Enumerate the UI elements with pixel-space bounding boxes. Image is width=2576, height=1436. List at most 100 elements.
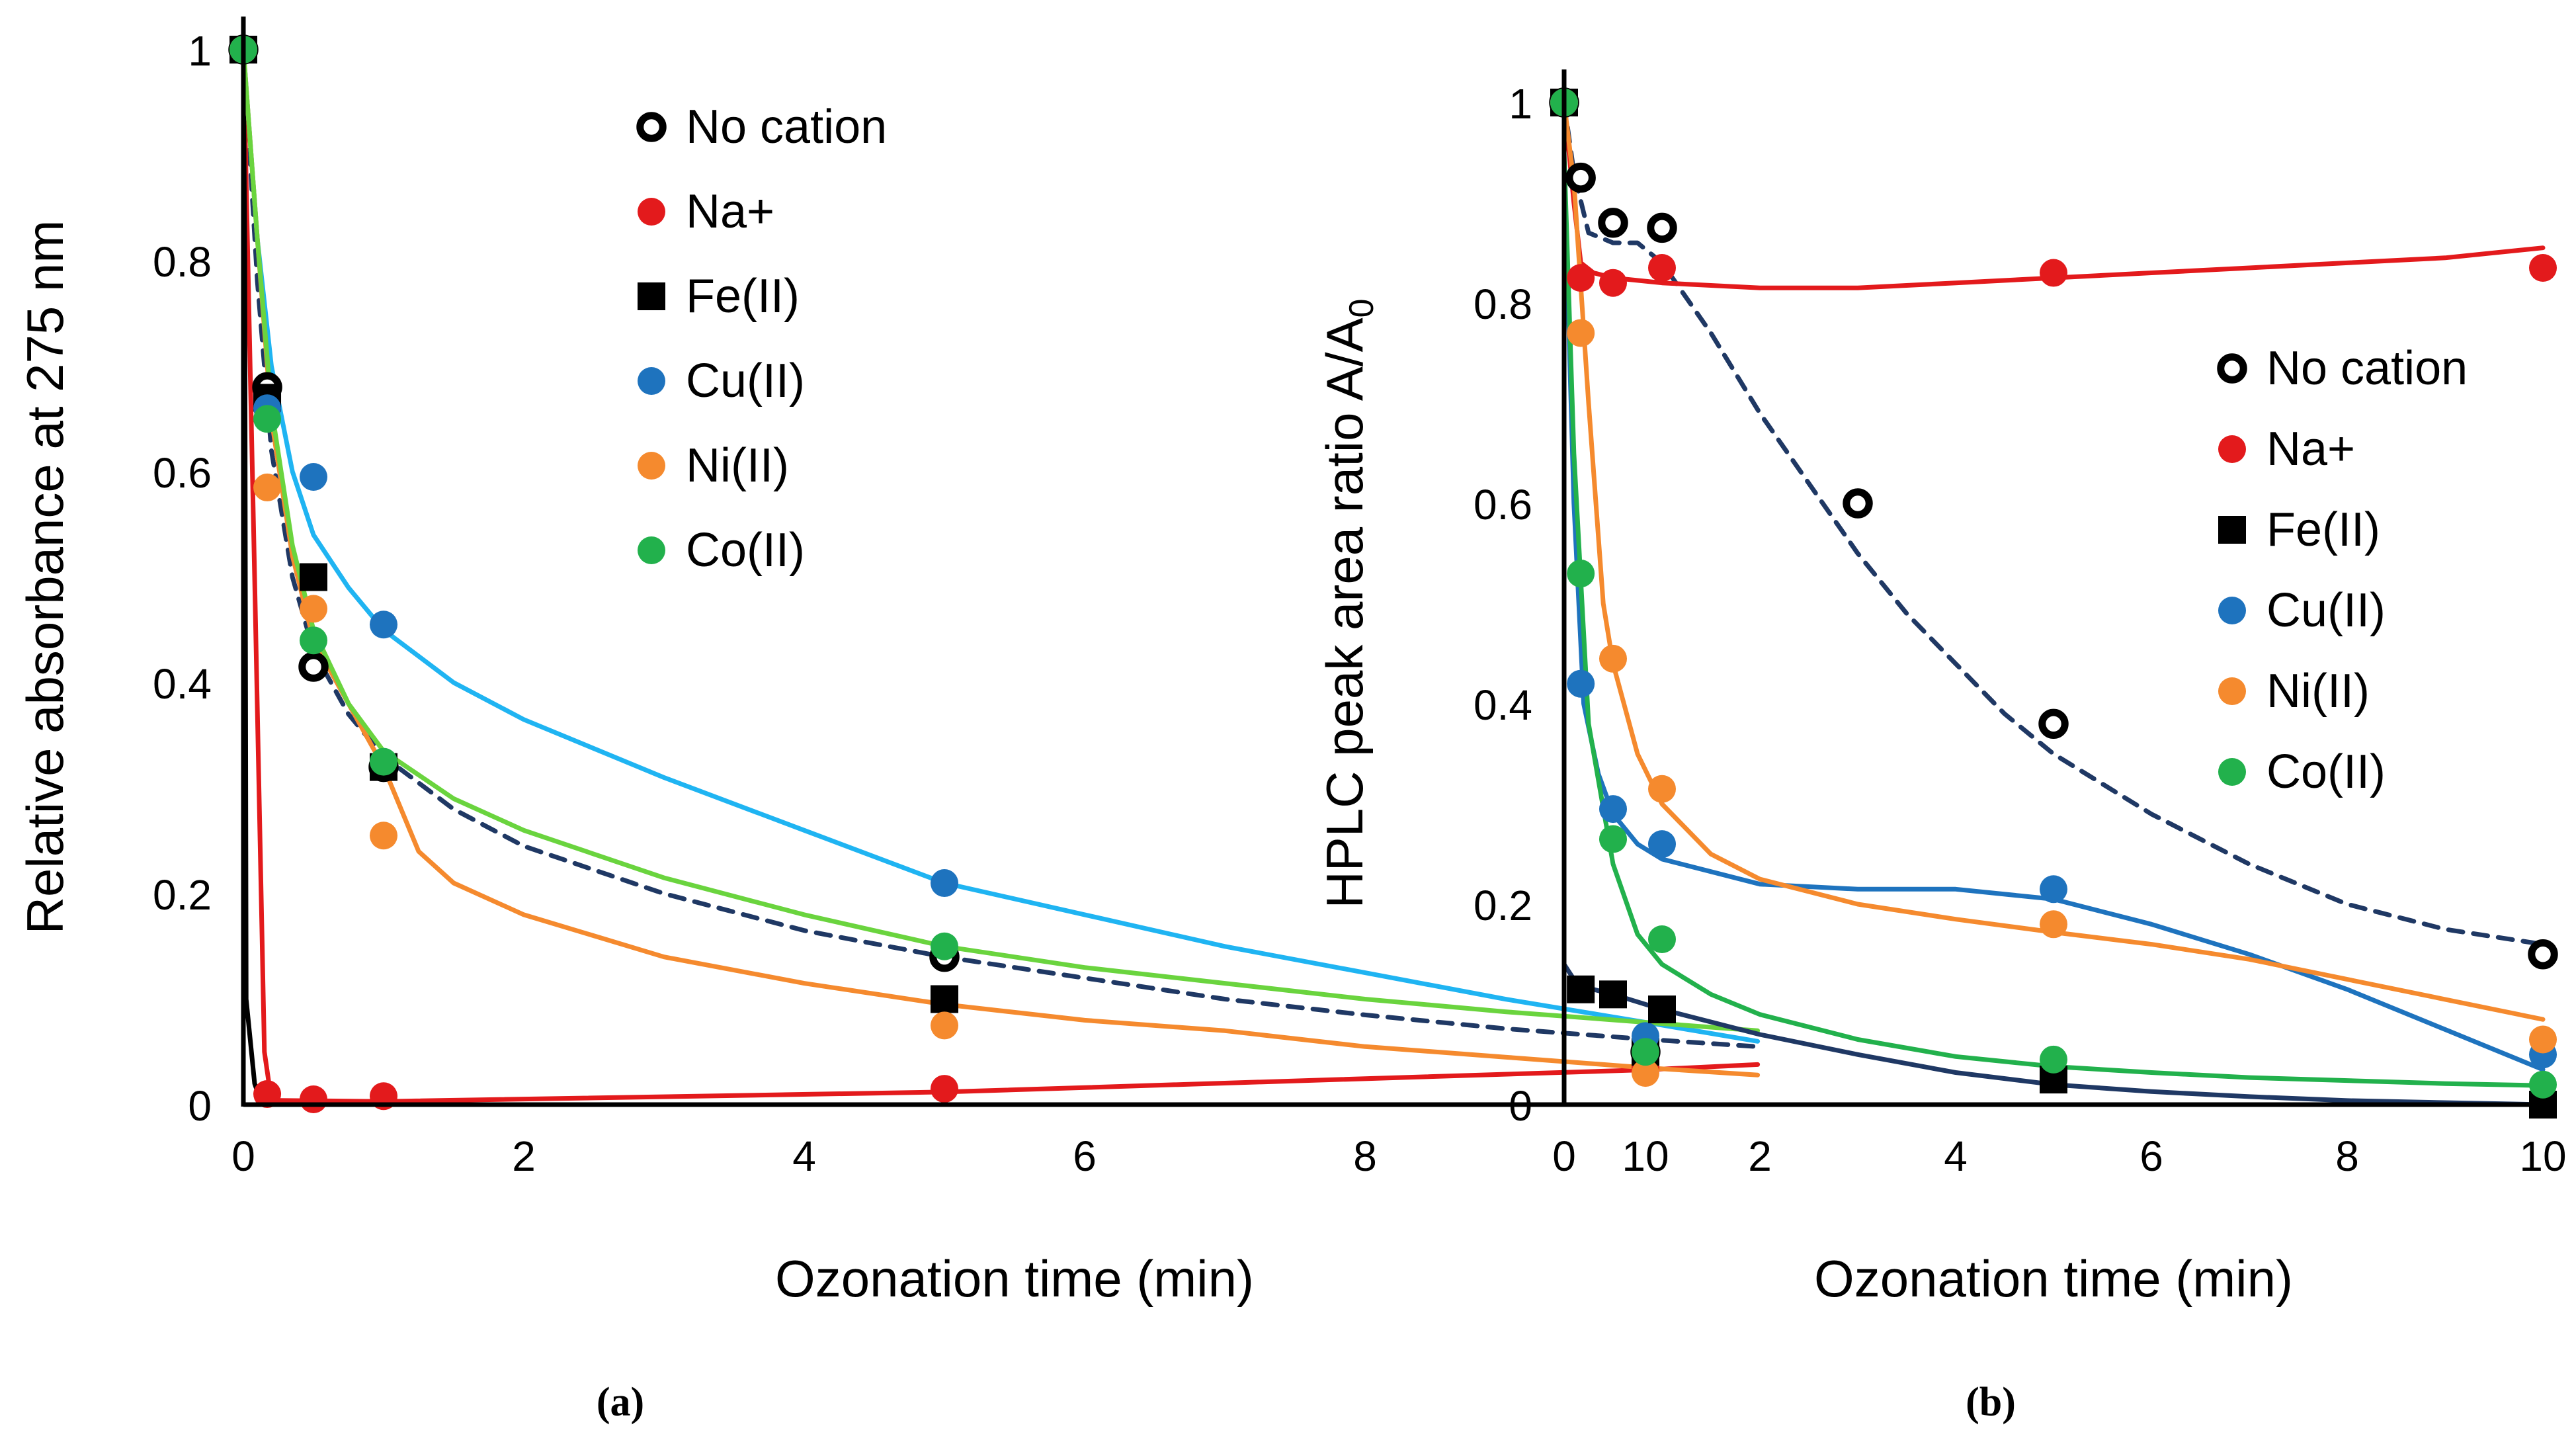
panel-a-legend-item-fe-ii: Fe(II) <box>638 270 800 323</box>
panel-a-legend-item-cu-ii: Cu(II) <box>638 355 805 407</box>
panel-b-legend-item-no-cation: No cation <box>2217 342 2468 395</box>
panel-b-legend-marker-cu-ii <box>2218 597 2246 624</box>
panel-b-point-cu-ii <box>1648 830 1676 859</box>
panel-a-point-fe-ii <box>300 563 327 591</box>
panel-b-axes <box>1561 69 2543 1107</box>
panel-a-legend-label-na: Na+ <box>686 185 774 238</box>
panel-b-point-co-ii <box>1567 560 1595 588</box>
panel-b-legend-item-na: Na+ <box>2218 423 2355 476</box>
panel-b-x-tick-label: 4 <box>1944 1132 1968 1180</box>
panel-b-x-tick-label: 6 <box>2140 1132 2163 1180</box>
panel-b-point-cu-ii <box>2040 875 2067 904</box>
panel-a-legend-marker-ni-ii <box>638 452 665 480</box>
panel-a-x-tick-label: 10 <box>1622 1132 1669 1180</box>
panel-a-point-na <box>253 1080 282 1109</box>
panel-b-point-fe-ii <box>1599 980 1627 1009</box>
panel-b-y-tick-label: 1 <box>1509 80 1532 128</box>
panel-b-point-ni-ii <box>1599 644 1627 673</box>
panel-a-x-axis-label: Ozonation time (min) <box>775 1249 1254 1308</box>
panel-a-point-na <box>931 1075 958 1103</box>
panel-b-y-axis-label-main: HPLC peak area ratio A/A <box>1315 317 1374 908</box>
panel-b-y-axis-label-subscript: 0 <box>1343 298 1381 317</box>
panel-b-point-no-cation <box>1647 212 1677 243</box>
panel-a-point-co-ii <box>253 405 282 433</box>
panel-a-legend-item-ni-ii: Ni(II) <box>638 439 789 492</box>
panel-b-legend-label-na: Na+ <box>2266 423 2355 476</box>
panel-b-point-fe-ii <box>1567 975 1595 1003</box>
panel-a-point-no-cation <box>298 652 329 682</box>
panel-b-point-ni-ii <box>1648 775 1676 803</box>
panel-b-point-fe-ii <box>1648 995 1676 1024</box>
panel-b-x-tick-label: 10 <box>2519 1132 2566 1180</box>
panel-b-x-axis-label: Ozonation time (min) <box>1814 1249 2293 1308</box>
panel-b-legend-item-ni-ii: Ni(II) <box>2218 665 2370 718</box>
panel-b-point-ni-ii <box>2529 1025 2557 1054</box>
panel-a-x-tick-label: 6 <box>1073 1132 1097 1180</box>
panel-a-fit-co-ii <box>241 47 1761 1033</box>
panel-a-legend-marker-co-ii <box>638 536 665 564</box>
panel-a-point-cu-ii <box>931 869 958 898</box>
panel-a-y-tick-label: 0.6 <box>153 449 212 497</box>
panel-b-fit-co-ii <box>1561 150 2546 1088</box>
panel-a-y-axis-label: Relative absorbance at 275 nm <box>16 220 74 935</box>
panel-a-x-tick-label: 0 <box>231 1132 255 1180</box>
panel-a-point-ni-ii <box>1632 1059 1659 1087</box>
panel-a-data-points <box>228 34 1661 1114</box>
panel-a-legend-label-cu-ii: Cu(II) <box>686 355 805 407</box>
panel-a-point-ni-ii <box>253 473 282 501</box>
panel-a-x-tick-label: 8 <box>1353 1132 1377 1180</box>
panel-a-point-na <box>300 1085 327 1114</box>
panel-a-legend-item-na: Na+ <box>638 185 774 238</box>
panel-b-legend-label-ni-ii: Ni(II) <box>2266 665 2370 718</box>
panel-b-y-tick-label: 0.6 <box>1474 481 1532 528</box>
panel-b-point-no-cation <box>1843 488 1873 519</box>
panel-b-legend: No cation Na+ Fe(II) Cu(II) Ni(II) Co(II) <box>2217 342 2468 798</box>
panel-b-fit-no-cation <box>1561 100 2546 947</box>
panel-b-legend-label-fe-ii: Fe(II) <box>2266 503 2380 556</box>
panel-a-fit-cu-ii <box>241 47 1761 1044</box>
panel-b-legend-item-co-ii: Co(II) <box>2218 745 2386 798</box>
panel-a-fit-no-cation <box>241 47 1761 1049</box>
panel-b-point-co-ii <box>2529 1070 2557 1099</box>
panel-b-point-na <box>1567 264 1595 292</box>
panel-a-legend-item-no-cation: No cation <box>636 101 887 153</box>
panel-b-y-tick-label: 0 <box>1509 1082 1532 1130</box>
panel-a-legend-marker-na <box>638 198 665 226</box>
panel-b-y-tick-label: 0.8 <box>1474 280 1532 328</box>
panel-a-point-co-ii <box>931 932 958 960</box>
panel-a-point-cu-ii <box>300 462 327 491</box>
panel-b-x-tick-label: 2 <box>1748 1132 1772 1180</box>
panel-b-x-tick-label: 8 <box>2335 1132 2359 1180</box>
panel-b-point-na <box>1648 253 1676 282</box>
panel-b-point-cu-ii <box>1567 669 1595 698</box>
panel-b-caption: (b) <box>1966 1380 2016 1425</box>
panel-a-legend-label-fe-ii: Fe(II) <box>686 270 800 323</box>
panel-a-point-ni-ii <box>931 1011 958 1040</box>
panel-a-y-tick-label: 0.2 <box>153 871 212 919</box>
panel-b-x-tick-label: 0 <box>1552 1132 1576 1180</box>
panel-a-legend-marker-cu-ii <box>638 367 665 395</box>
panel-b-point-co-ii <box>1648 925 1676 954</box>
panel-a-y-tick-label: 1 <box>188 27 212 75</box>
panel-b-point-cu-ii <box>1599 795 1627 824</box>
panel-a-x-tick-label: 2 <box>512 1132 536 1180</box>
panel-a-legend-label-ni-ii: Ni(II) <box>686 439 789 492</box>
panel-b-legend-marker-co-ii <box>2218 758 2246 786</box>
panel-b-y-axis-label: HPLC peak area ratio A/A0 <box>1315 298 1381 908</box>
panel-b-legend-label-co-ii: Co(II) <box>2266 745 2386 798</box>
panel-a-fit-ni-ii <box>241 47 1761 1077</box>
panel-b-legend-item-fe-ii: Fe(II) <box>2218 503 2380 556</box>
panel-a-point-ni-ii <box>300 595 327 623</box>
panel-b-point-co-ii <box>1599 825 1627 853</box>
panel-b-point-ni-ii <box>2040 910 2067 939</box>
panel-b-legend-label-no-cation: No cation <box>2266 342 2468 395</box>
panel-a-fit-na <box>241 47 1761 1104</box>
panel-b-point-no-cation <box>1565 162 1596 193</box>
panel-a-legend-marker-no-cation <box>636 112 667 142</box>
panel-b-fit-ni-ii <box>1561 100 2546 1022</box>
panel-b-point-ni-ii <box>1567 319 1595 347</box>
